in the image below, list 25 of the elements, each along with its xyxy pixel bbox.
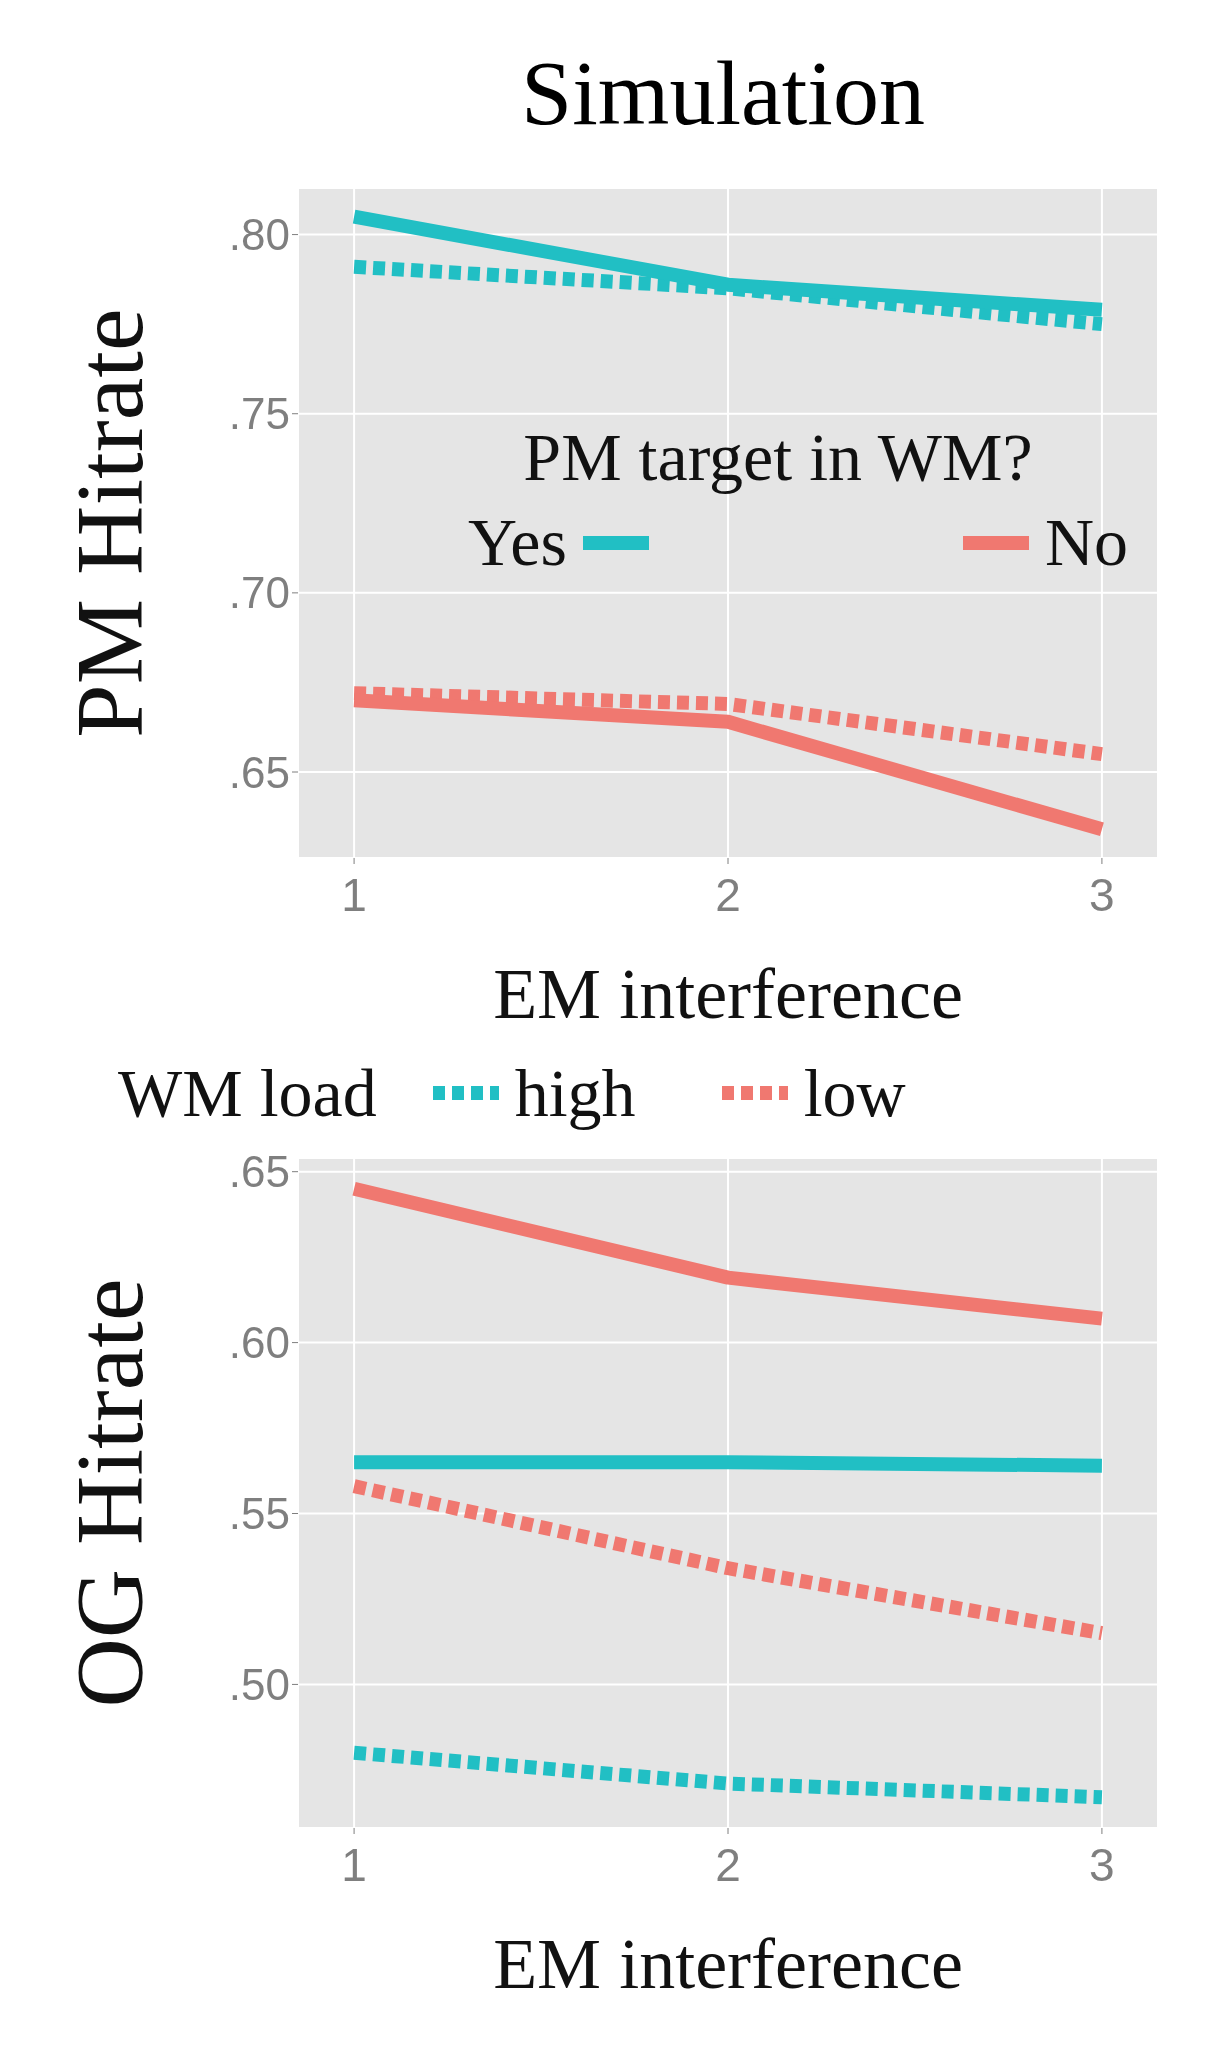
x-tick-label: 1	[341, 868, 367, 921]
y-tick-label: .65	[228, 1147, 290, 1197]
y-axis-title: PM Hitrate	[56, 308, 164, 738]
annotation: Yes	[468, 503, 567, 582]
x-tick-label: 2	[715, 1838, 741, 1891]
y-tick-label: .55	[228, 1489, 290, 1539]
y-tick-label: .60	[228, 1318, 290, 1368]
x-tick-label: 1	[341, 1838, 367, 1891]
y-tick-label: .50	[228, 1660, 290, 1710]
y-tick-label: .75	[228, 389, 290, 439]
annotation: PM target in WM?	[522, 418, 1034, 497]
x-axis-title: EM interference	[493, 1924, 963, 2004]
text: WM load	[118, 1053, 377, 1133]
y-tick-label: .70	[228, 568, 290, 618]
y-axis-title: OG Hitrate	[56, 1278, 164, 1708]
y-tick-label: .65	[228, 747, 290, 797]
x-tick-label: 3	[1089, 868, 1115, 921]
text: high	[514, 1053, 636, 1133]
y-tick-label: .80	[228, 210, 290, 260]
x-axis-title: EM interference	[493, 954, 963, 1034]
x-tick-label: 2	[715, 868, 741, 921]
chart-title: Simulation	[520, 41, 926, 146]
x-tick-label: 3	[1089, 1838, 1115, 1891]
annotation: No	[1044, 503, 1128, 582]
text: low	[803, 1053, 906, 1133]
